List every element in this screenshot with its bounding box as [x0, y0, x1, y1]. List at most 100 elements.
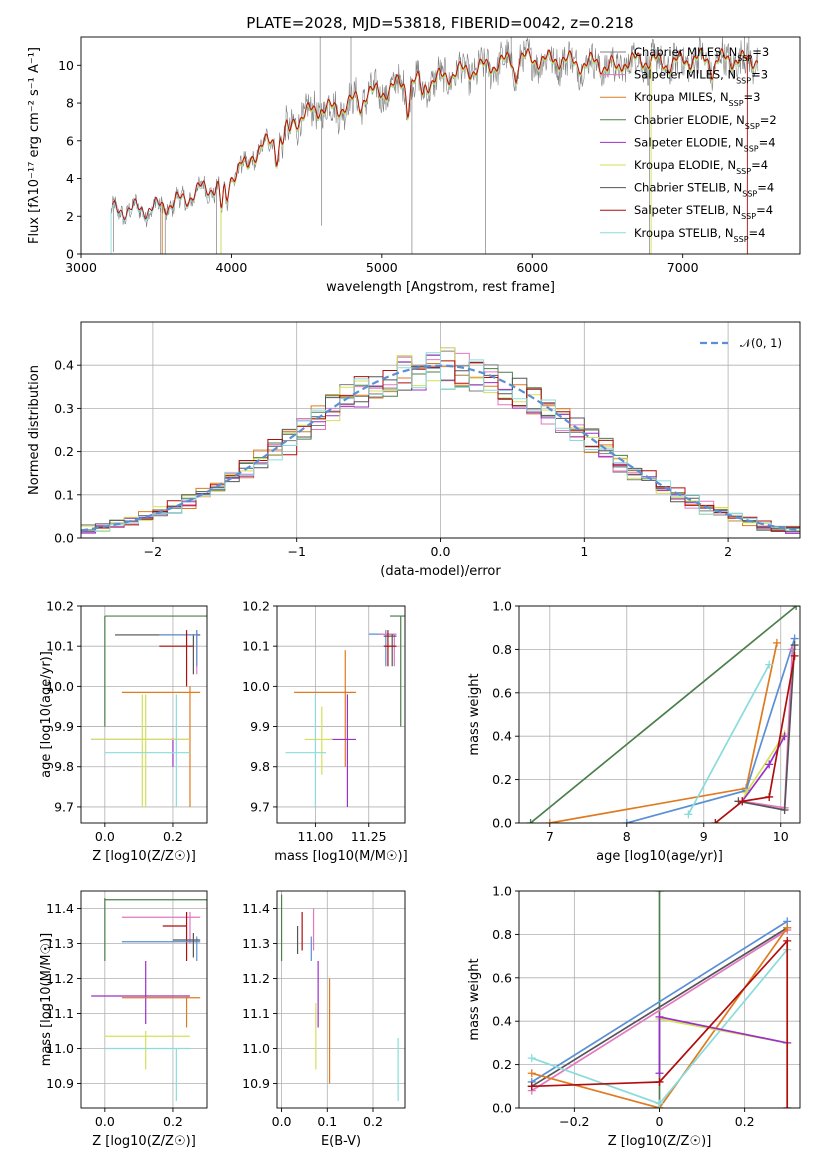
y-axis-label: age [log10(age/yr)] — [39, 651, 54, 778]
y-tick-label: 11.3 — [46, 936, 74, 951]
mass-weight-marker — [526, 819, 535, 823]
mass-weight-marker — [790, 641, 799, 650]
spectrum-data-line — [110, 37, 759, 228]
y-tick-label: 8 — [66, 96, 74, 111]
plot-area-mass_weight_vs_Z — [527, 891, 792, 1108]
spectrum-legend: Chabrier MILES, NSSP=3 Salpeter MILES, NS… — [600, 45, 777, 243]
y-tick-label: 9.9 — [54, 719, 74, 734]
mass-weight-marker — [790, 651, 799, 660]
mass-weight-line — [549, 642, 778, 823]
x-tick-label: 5000 — [366, 260, 398, 275]
x-tick-label: 9 — [700, 829, 708, 844]
y-tick-label: 10.0 — [242, 679, 270, 694]
mass-weight-marker — [527, 1054, 536, 1063]
x-tick-label: 2 — [724, 544, 732, 559]
x-axis-label: Z [log10(Z/Z☉)] — [608, 1134, 712, 1149]
legend-entry: 𝒩(0, 1) — [740, 336, 782, 350]
mass-weight-line — [529, 606, 797, 823]
axes-spectrum: 3000 4000 5000 6000 7000 0 2 4 6 8 10 wavelength [A… — [27, 36, 801, 295]
panel-age_vs_mass — [277, 605, 405, 823]
x-tick-label: 8 — [623, 829, 631, 844]
y-tick-label: 11.4 — [46, 901, 74, 916]
mass-weight-marker — [765, 660, 774, 669]
y-tick-label: 9.7 — [250, 799, 270, 814]
y-tick-label: 10.9 — [242, 1076, 270, 1091]
y-tick-label: 9.8 — [250, 759, 270, 774]
y-tick-label: 0.4 — [54, 358, 74, 373]
y-tick-label: 11.1 — [46, 1006, 74, 1021]
y-tick-label: 10.2 — [242, 599, 270, 614]
y-tick-label: 11.0 — [46, 1041, 74, 1056]
y-tick-label: 0.4 — [492, 729, 512, 744]
x-tick-label: −2 — [144, 544, 162, 559]
mass-weight-marker — [792, 606, 800, 610]
panel-mass_vs_EBV — [277, 891, 405, 1108]
axes-age_vs_mass: 11.00 11.25 9.7 9.8 9.9 10.0 10.1 10.2 mass [log… — [242, 599, 408, 865]
y-tick-label: 1.0 — [492, 884, 512, 899]
y-axis-label: mass weight — [467, 673, 482, 755]
mass-weight-marker — [711, 819, 720, 823]
y-tick-label: 0.2 — [54, 444, 74, 459]
x-tick-label: 11.25 — [351, 829, 387, 844]
plot-area-age_vs_mass — [285, 615, 405, 807]
x-tick-label: 11.00 — [298, 829, 334, 844]
y-tick-label: 2 — [66, 209, 74, 224]
plot-area-mass_vs_EBV — [280, 894, 399, 1101]
mass-weight-line — [531, 929, 788, 1092]
plot-area-residuals — [81, 347, 800, 534]
mass-weight-marker — [783, 936, 792, 945]
axes-frame — [276, 890, 406, 1109]
axes-age_vs_Z: 0.0 0.2 9.7 9.8 9.9 10.0 10.1 10.2 Z [log10(Z/Z☉… — [39, 599, 208, 864]
figure-title: PLATE=2028, MJD=53818, FIBERID=0042, z=0… — [246, 14, 633, 32]
x-tick-label: 0.2 — [163, 829, 183, 844]
panel-mass_weight_vs_Z — [519, 890, 800, 1109]
legend-entry: Kroupa STELIB, NSSP=4 — [634, 226, 765, 244]
x-tick-label: 7 — [546, 829, 554, 844]
panel-spectrum — [110, 37, 759, 254]
legend-entry: Salpeter STELIB, NSSP=4 — [634, 203, 773, 221]
x-tick-label: 1 — [580, 544, 588, 559]
mass-weight-marker — [527, 1082, 536, 1091]
x-axis-label: E(B-V) — [321, 1134, 361, 1149]
x-axis-label: wavelength [Angstrom, rest frame] — [326, 280, 555, 295]
legend-entry: Chabrier MILES, NSSP=3 — [634, 45, 769, 63]
x-axis-label: mass [log10(M/M☉)] — [274, 849, 407, 864]
y-tick-label: 11.3 — [242, 936, 270, 951]
axes-mass_weight_vs_age: 7 8 9 10 0.0 0.2 0.4 0.6 0.8 1.0 age [log10(age/yr… — [467, 599, 801, 864]
axes-mass_weight_vs_Z: −0.2 0 0.2 0.0 0.2 0.4 0.6 0.8 1.0 Z [log10(Z/Z☉)… — [467, 884, 801, 1149]
normal-curve — [81, 364, 800, 532]
legend-entry: Kroupa ELODIE, NSSP=4 — [634, 158, 768, 176]
mass-weight-line — [531, 938, 789, 1108]
y-tick-label: 0.0 — [492, 816, 512, 831]
mass-weight-marker — [655, 1012, 664, 1021]
y-tick-label: 0.2 — [492, 772, 512, 787]
x-tick-label: 0.0 — [272, 1114, 292, 1129]
y-tick-label: 0.0 — [492, 1101, 512, 1116]
spectrum-model-line — [112, 47, 759, 221]
mass-weight-marker — [545, 819, 554, 823]
mass-weight-line — [531, 920, 788, 1083]
axes-frame — [80, 36, 801, 255]
y-axis-label: mass [log10(M/M☉)] — [39, 933, 54, 1066]
x-axis-label: Z [log10(Z/Z☉)] — [92, 1134, 196, 1149]
x-axis-label: (data-model)/error — [380, 564, 501, 579]
mass-weight-marker — [655, 1077, 664, 1086]
y-tick-label: 0.8 — [492, 927, 512, 942]
y-tick-label: 4 — [66, 171, 74, 186]
mass-weight-marker — [765, 760, 774, 769]
mass-weight-marker — [655, 1069, 664, 1078]
x-tick-label: 6000 — [516, 260, 548, 275]
panel-age_vs_Z — [81, 605, 207, 823]
x-tick-label: 0.0 — [95, 829, 115, 844]
y-tick-label: 0 — [66, 247, 74, 262]
x-tick-label: 0.1 — [317, 1114, 337, 1129]
x-tick-label: 0.2 — [163, 1114, 183, 1129]
mass-weight-line — [687, 664, 770, 815]
y-tick-label: 1.0 — [492, 599, 512, 614]
y-tick-label: 11.0 — [242, 1041, 270, 1056]
y-tick-label: 0.1 — [54, 487, 74, 502]
mass-weight-marker — [738, 797, 747, 806]
y-tick-label: 10.1 — [46, 639, 74, 654]
legend-entry: Salpeter MILES, NSSP=3 — [634, 68, 768, 86]
